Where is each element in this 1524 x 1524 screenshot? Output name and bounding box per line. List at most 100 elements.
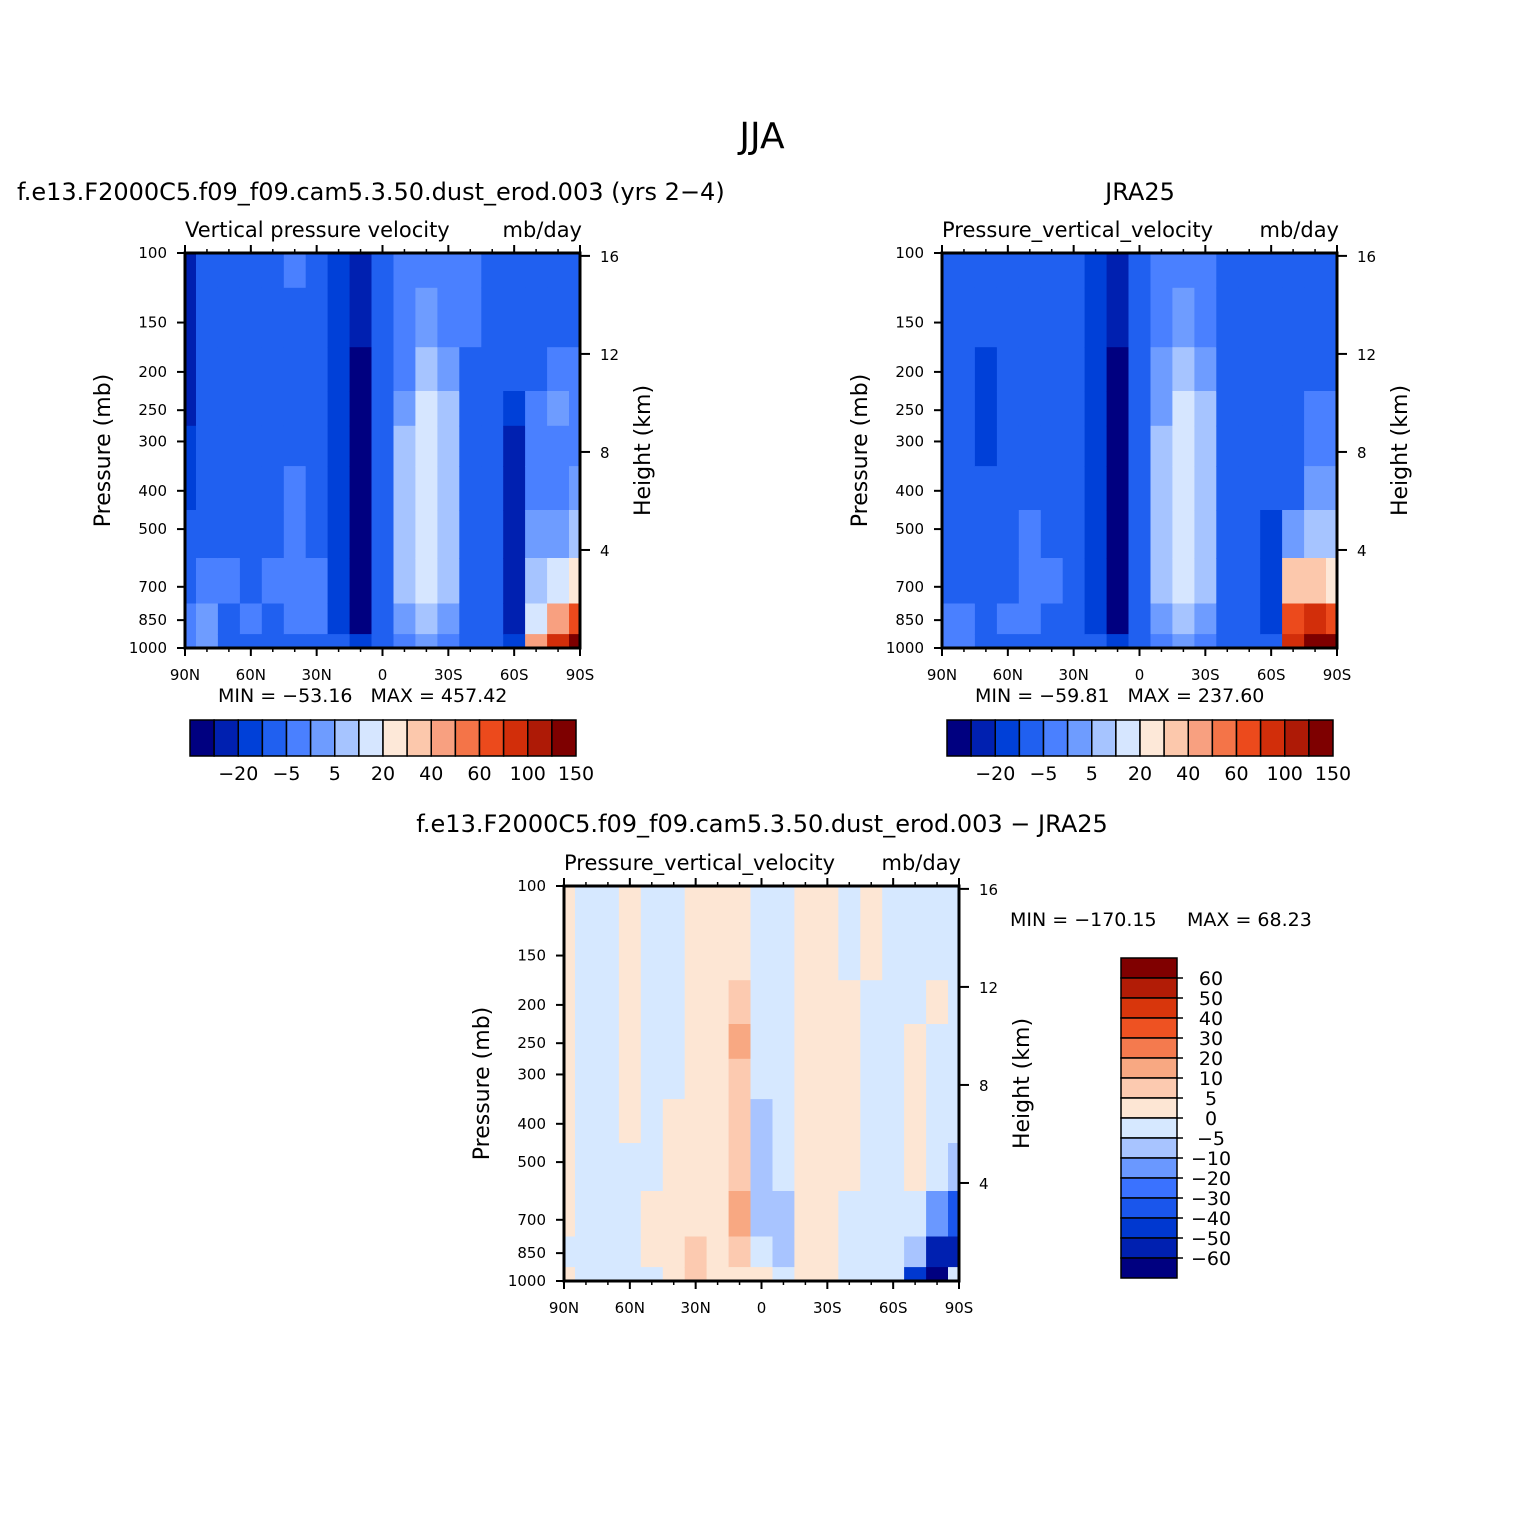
heatmap-cell xyxy=(261,391,285,427)
heatmap-cell xyxy=(503,634,526,649)
heatmap-cell xyxy=(974,287,998,348)
heatmap-cell xyxy=(349,603,373,635)
y-right-tick-label: 16 xyxy=(979,881,998,899)
heatmap-cell xyxy=(996,391,1020,427)
heatmap-cell xyxy=(569,253,581,289)
heatmap-cell xyxy=(948,1191,960,1238)
x-tick-label: 60N xyxy=(236,666,266,684)
heatmap-cell xyxy=(1128,391,1151,427)
heatmap-cell xyxy=(349,558,373,605)
heatmap-cell xyxy=(239,391,263,427)
heatmap-cell xyxy=(794,886,817,922)
heatmap-cell xyxy=(596,886,620,922)
heatmap-cell xyxy=(942,287,954,348)
colorbar-box xyxy=(1235,719,1262,757)
heatmap-cell xyxy=(371,466,394,511)
heatmap-cell xyxy=(1150,347,1173,392)
heatmap-cell xyxy=(904,1191,927,1238)
heatmap-cell xyxy=(1260,347,1283,392)
heatmap-cell xyxy=(684,1058,708,1100)
y-right-tick-label: 8 xyxy=(600,444,610,462)
colorbar-box xyxy=(430,719,457,757)
heatmap-cell xyxy=(525,466,548,511)
heatmap-cell xyxy=(1326,425,1338,467)
heatmap-cell xyxy=(728,1267,752,1282)
y-tick-label: 400 xyxy=(138,482,167,500)
y-right-axis-label: Height (km) xyxy=(1388,385,1413,516)
heatmap-cell xyxy=(860,1267,883,1282)
min-stat: MIN = −59.81 xyxy=(975,685,1110,707)
x-tick-label: 90S xyxy=(945,1299,974,1317)
heatmap-cell xyxy=(1238,425,1261,467)
heatmap-cell xyxy=(261,558,285,605)
colorbar-box xyxy=(1211,719,1238,757)
x-tick-label: 90S xyxy=(566,666,595,684)
heatmap-cell xyxy=(1018,466,1042,511)
colorbar-label: −20 xyxy=(975,763,1015,785)
heatmap-cell xyxy=(1282,347,1305,392)
heatmap-cell xyxy=(1106,253,1130,289)
heatmap-cell xyxy=(838,886,861,922)
heatmap-cell xyxy=(640,1236,664,1268)
heatmap-cell xyxy=(1084,558,1108,605)
heatmap-cell xyxy=(547,603,570,635)
y-right-tick-label: 16 xyxy=(1357,248,1376,266)
heatmap-cell xyxy=(196,603,219,635)
heatmap-cell xyxy=(662,1143,686,1192)
colorbar-box xyxy=(334,719,360,757)
heatmap-cell xyxy=(1150,253,1173,289)
colorbar-box xyxy=(237,719,264,757)
colorbar-box xyxy=(1120,977,1178,999)
colorbar-label: 5 xyxy=(1205,1088,1217,1110)
heatmap-cell xyxy=(882,1024,905,1060)
y-tick-label: 150 xyxy=(895,314,924,332)
heatmap-cell xyxy=(926,920,949,981)
heatmap-cell xyxy=(750,1099,773,1144)
heatmap-cell xyxy=(239,510,263,559)
heatmap-cell xyxy=(481,510,504,559)
heatmap-cell xyxy=(437,634,460,649)
heatmap-cell xyxy=(1128,510,1151,559)
heatmap-cell xyxy=(838,920,861,981)
colorbar-label: −50 xyxy=(1191,1228,1231,1250)
heatmap-cell xyxy=(1194,603,1217,635)
heatmap-cell xyxy=(437,425,460,467)
heatmap-cell xyxy=(1172,347,1195,392)
heatmap-cell xyxy=(1260,603,1283,635)
heatmap-cell xyxy=(547,391,570,427)
heatmap-cell xyxy=(569,425,581,467)
heatmap-cell xyxy=(1304,603,1327,635)
x-tick-label: 30S xyxy=(813,1299,842,1317)
colorbar-box xyxy=(1308,719,1334,757)
heatmap-cell xyxy=(996,634,1020,649)
heatmap-cell xyxy=(196,425,219,467)
heatmap-cell xyxy=(662,980,686,1025)
heatmap-cell xyxy=(942,510,954,559)
heatmap-cell xyxy=(1282,558,1305,605)
heatmap-cell xyxy=(1084,603,1108,635)
heatmap-cell xyxy=(926,1024,949,1060)
heatmap-cell xyxy=(596,920,620,981)
colorbar-label: 100 xyxy=(1267,763,1303,785)
heatmap-cell xyxy=(575,1099,598,1144)
heatmap-cell xyxy=(305,391,329,427)
heatmap-cell xyxy=(217,425,241,467)
heatmap-cell xyxy=(948,1143,960,1192)
heatmap-cell xyxy=(750,980,773,1025)
heatmap-cell xyxy=(415,603,438,635)
heatmap-cell xyxy=(239,558,263,605)
heatmap-cell xyxy=(1084,253,1108,289)
y-tick-label: 150 xyxy=(138,314,167,332)
y-tick-label: 1000 xyxy=(129,639,167,657)
colorbar-box xyxy=(1120,1237,1178,1259)
heatmap-cell xyxy=(1238,253,1261,289)
heatmap-cell xyxy=(904,1143,927,1192)
heatmap-cell xyxy=(564,886,576,922)
heatmap-cell xyxy=(974,253,998,289)
colorbar-box xyxy=(1091,719,1117,757)
heatmap-cell xyxy=(575,980,598,1025)
heatmap-cell xyxy=(996,466,1020,511)
heatmap-cell xyxy=(564,1099,576,1144)
heatmap-cell xyxy=(1062,603,1086,635)
heatmap-cell xyxy=(596,1267,620,1282)
